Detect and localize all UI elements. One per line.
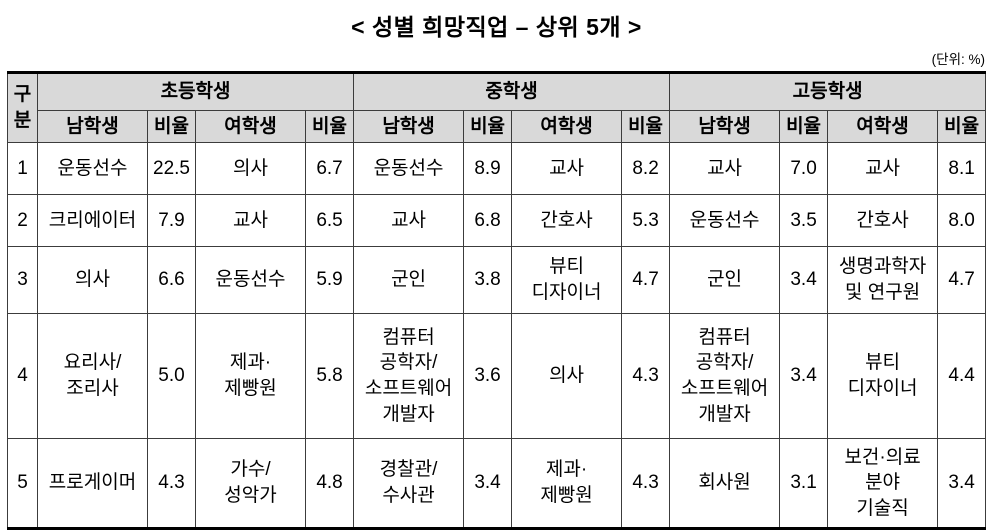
job-cell: 교사	[195, 194, 306, 247]
job-cell: 간호사	[511, 194, 623, 247]
col-header-high-male: 남학생	[669, 110, 781, 143]
job-cell: 경찰관/ 수사관	[353, 438, 465, 529]
job-cell: 생명과학자 및 연구원	[827, 246, 939, 314]
ratio-cell: 3.5	[779, 194, 829, 247]
job-cell: 크리에이터	[37, 194, 148, 247]
job-cell: 제과· 제빵원	[195, 313, 306, 439]
col-header-high-female-ratio: 비율	[937, 110, 987, 143]
ratio-cell: 6.8	[463, 194, 513, 247]
ratio-cell: 22.5	[147, 142, 196, 195]
job-cell: 제과· 제빵원	[511, 438, 623, 529]
job-cell: 교사	[511, 142, 623, 195]
ratio-cell: 4.3	[147, 438, 196, 529]
job-cell: 운동선수	[37, 142, 148, 195]
col-header-elem-female: 여학생	[195, 110, 306, 143]
job-cell: 운동선수	[195, 246, 306, 314]
ratio-cell: 3.1	[779, 438, 829, 529]
corner-header: 구분	[7, 72, 38, 143]
rank-cell: 3	[7, 246, 38, 314]
group-header-middle: 중학생	[353, 72, 671, 111]
ratio-cell: 5.3	[621, 194, 671, 247]
rank-cell: 5	[7, 438, 38, 529]
rank-cell: 1	[7, 142, 38, 195]
job-cell: 운동선수	[669, 194, 781, 247]
col-header-elem-male: 남학생	[37, 110, 148, 143]
unit-note: (단위: %)	[931, 52, 985, 67]
ratio-cell: 4.3	[621, 438, 671, 529]
ratio-cell: 5.9	[304, 246, 355, 314]
ratio-cell: 3.4	[779, 246, 829, 314]
rank-cell: 2	[7, 194, 38, 247]
job-cell: 뷰티 디자이너	[511, 246, 623, 314]
job-cell: 교사	[353, 194, 465, 247]
job-cell: 간호사	[827, 194, 939, 247]
ratio-cell: 3.6	[463, 313, 513, 439]
job-cell: 의사	[195, 142, 306, 195]
col-header-high-female: 여학생	[827, 110, 939, 143]
ratio-cell: 4.7	[621, 246, 671, 314]
job-cell: 회사원	[669, 438, 781, 529]
group-header-elementary: 초등학생	[36, 72, 355, 111]
group-header-high: 고등학생	[669, 72, 987, 111]
table-row: 3 의사 6.6 운동선수 5.9 군인 3.8 뷰티 디자이너 4.7 군인 …	[7, 246, 987, 314]
ratio-cell: 6.7	[304, 142, 355, 195]
job-cell: 교사	[669, 142, 781, 195]
ratio-cell: 7.9	[147, 194, 196, 247]
ratio-cell: 5.0	[147, 313, 196, 439]
ratio-cell: 4.3	[621, 313, 671, 439]
job-cell: 보건·의료 분야 기술직	[827, 438, 939, 529]
job-cell: 운동선수	[353, 142, 465, 195]
col-header-mid-female: 여학생	[511, 110, 623, 143]
ratio-cell: 3.4	[463, 438, 513, 529]
job-cell: 가수/ 성악가	[195, 438, 306, 529]
ratio-cell: 8.0	[937, 194, 987, 247]
table-row: 2 크리에이터 7.9 교사 6.5 교사 6.8 간호사 5.3 운동선수 3…	[7, 194, 987, 247]
ratio-cell: 5.8	[304, 313, 355, 439]
ratio-cell: 3.4	[937, 438, 987, 529]
job-cell: 뷰티 디자이너	[827, 313, 939, 439]
col-header-mid-female-ratio: 비율	[621, 110, 671, 143]
table-row: 5 프로게이머 4.3 가수/ 성악가 4.8 경찰관/ 수사관 3.4 제과·…	[7, 438, 987, 529]
job-cell: 의사	[511, 313, 623, 439]
col-header-mid-male: 남학생	[353, 110, 465, 143]
ratio-cell: 8.2	[621, 142, 671, 195]
ratio-cell: 6.5	[304, 194, 355, 247]
sub-header-row: 남학생 비율 여학생 비율 남학생 비율 여학생 비율 남학생 비율 여학생 비…	[8, 110, 987, 143]
ratio-cell: 3.8	[463, 246, 513, 314]
col-header-elem-female-ratio: 비율	[304, 110, 355, 143]
job-cell: 의사	[37, 246, 148, 314]
job-cell: 요리사/ 조리사	[37, 313, 148, 439]
ratio-cell: 7.0	[779, 142, 829, 195]
ratio-cell: 4.7	[937, 246, 987, 314]
table-row: 4 요리사/ 조리사 5.0 제과· 제빵원 5.8 컴퓨터 공학자/ 소프트웨…	[7, 313, 987, 439]
job-cell: 군인	[669, 246, 781, 314]
job-cell: 군인	[353, 246, 465, 314]
col-header-high-male-ratio: 비율	[779, 110, 829, 143]
job-cell: 프로게이머	[37, 438, 148, 529]
rank-cell: 4	[7, 313, 38, 439]
job-cell: 교사	[827, 142, 939, 195]
job-cell: 컴퓨터 공학자/ 소프트웨어 개발자	[353, 313, 465, 439]
table-row: 1 운동선수 22.5 의사 6.7 운동선수 8.9 교사 8.2 교사 7.…	[7, 142, 987, 195]
col-header-mid-male-ratio: 비율	[463, 110, 513, 143]
page-title: < 성별 희망직업 – 상위 5개 >	[351, 14, 642, 40]
gender-occupation-table: 구분 초등학생 중학생 고등학생 남학생 비율 여학생 비율 남학생 비율 여학…	[7, 71, 987, 530]
ratio-cell: 3.4	[779, 313, 829, 439]
group-header-row: 구분 초등학생 중학생 고등학생	[7, 72, 987, 143]
job-cell: 컴퓨터 공학자/ 소프트웨어 개발자	[669, 313, 781, 439]
ratio-cell: 8.9	[463, 142, 513, 195]
ratio-cell: 4.8	[304, 438, 355, 529]
ratio-cell: 4.4	[937, 313, 987, 439]
ratio-cell: 8.1	[937, 142, 987, 195]
col-header-elem-male-ratio: 비율	[147, 110, 196, 143]
ratio-cell: 6.6	[147, 246, 196, 314]
